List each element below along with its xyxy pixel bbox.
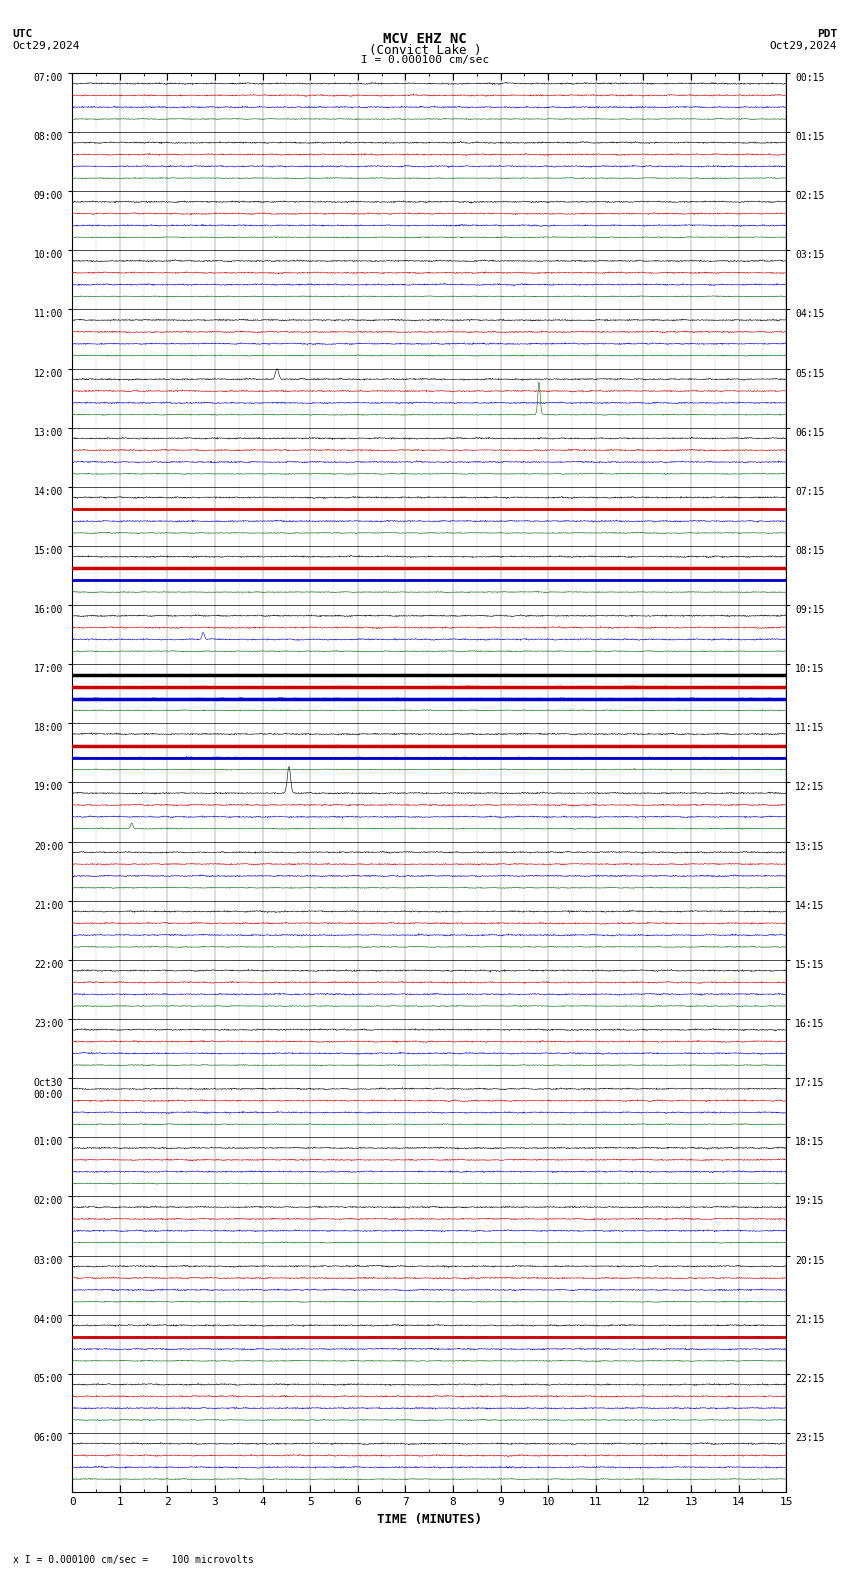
Text: I = 0.000100 cm/sec: I = 0.000100 cm/sec xyxy=(361,55,489,65)
Text: Oct29,2024: Oct29,2024 xyxy=(770,41,837,51)
Text: MCV EHZ NC: MCV EHZ NC xyxy=(383,32,467,46)
Text: x I = 0.000100 cm/sec =    100 microvolts: x I = 0.000100 cm/sec = 100 microvolts xyxy=(13,1555,253,1565)
Text: (Convict Lake ): (Convict Lake ) xyxy=(369,43,481,57)
Text: UTC: UTC xyxy=(13,29,33,38)
X-axis label: TIME (MINUTES): TIME (MINUTES) xyxy=(377,1513,482,1525)
Text: Oct29,2024: Oct29,2024 xyxy=(13,41,80,51)
Text: PDT: PDT xyxy=(817,29,837,38)
